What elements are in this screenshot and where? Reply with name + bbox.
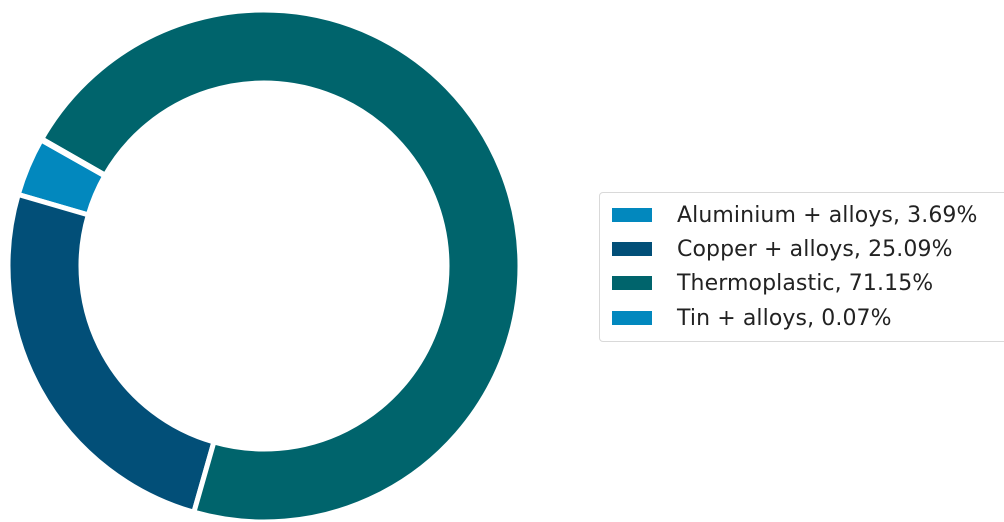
legend-item-aluminium: Aluminium + alloys, 3.69% [612, 200, 978, 230]
legend-swatch-aluminium [612, 208, 652, 222]
legend-swatch-tin [612, 311, 652, 325]
legend-label-tin: Tin + alloys, 0.07% [677, 305, 892, 331]
legend: Aluminium + alloys, 3.69% Copper + alloy… [599, 192, 1004, 342]
donut-slices [5, 7, 523, 522]
slice-thermoplastic [38, 7, 523, 522]
legend-item-copper: Copper + alloys, 25.09% [612, 234, 953, 264]
legend-swatch-copper [612, 242, 652, 256]
legend-item-thermoplastic: Thermoplastic, 71.15% [612, 268, 933, 298]
legend-swatch-thermoplastic [612, 276, 652, 290]
legend-label-aluminium: Aluminium + alloys, 3.69% [677, 202, 978, 228]
legend-label-copper: Copper + alloys, 25.09% [677, 236, 953, 262]
slice-copper [5, 191, 217, 516]
legend-item-tin: Tin + alloys, 0.07% [612, 303, 892, 333]
slice-tin [37, 135, 109, 180]
legend-label-thermoplastic: Thermoplastic, 71.15% [677, 270, 934, 296]
